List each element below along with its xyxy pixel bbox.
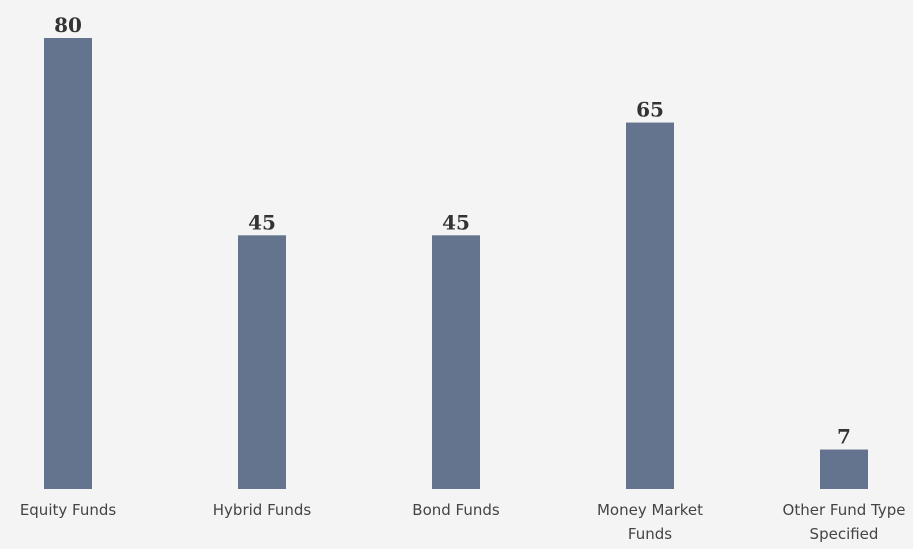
bar (238, 235, 286, 489)
value-label: 45 (248, 210, 276, 234)
bar (44, 38, 92, 489)
value-label: 7 (837, 425, 851, 449)
value-label: 45 (442, 210, 470, 234)
category-label: Money Market Funds (596, 501, 704, 543)
category-label: Other Fund Type Specified (782, 501, 906, 543)
bar (432, 235, 480, 489)
value-label: 80 (54, 13, 82, 37)
value-label: 65 (636, 98, 664, 122)
category-label: Equity Funds (19, 501, 117, 519)
bar (626, 122, 674, 489)
category-label: Bond Funds (412, 501, 500, 519)
category-label: Hybrid Funds (212, 501, 312, 519)
bar (820, 449, 868, 489)
